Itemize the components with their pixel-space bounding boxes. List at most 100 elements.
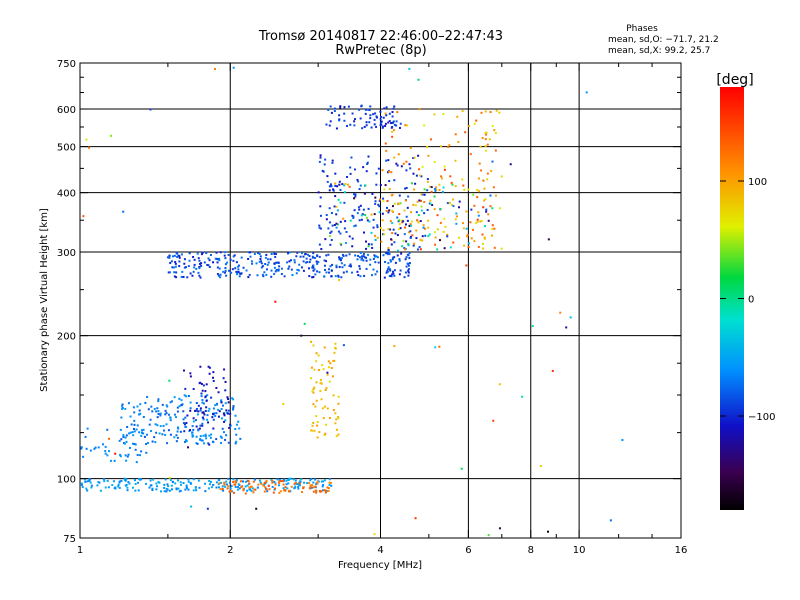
data-point bbox=[412, 244, 415, 247]
data-point bbox=[417, 78, 420, 81]
data-point bbox=[482, 242, 485, 245]
y-tick-label: 100 bbox=[57, 475, 76, 486]
data-point bbox=[378, 211, 381, 214]
data-point bbox=[88, 146, 91, 149]
data-point bbox=[171, 255, 174, 258]
data-point bbox=[294, 485, 297, 488]
data-point bbox=[302, 260, 305, 263]
data-point bbox=[441, 190, 444, 193]
data-point bbox=[404, 187, 407, 190]
data-point bbox=[332, 409, 335, 412]
data-point bbox=[480, 219, 483, 222]
data-point bbox=[325, 218, 328, 221]
data-point bbox=[359, 252, 362, 255]
data-point bbox=[361, 255, 364, 258]
data-point bbox=[353, 118, 356, 121]
data-point bbox=[427, 226, 430, 229]
data-point bbox=[480, 169, 483, 172]
data-point bbox=[228, 269, 231, 272]
data-point bbox=[375, 255, 378, 258]
data-point bbox=[379, 121, 382, 124]
data-point bbox=[443, 217, 446, 220]
data-point bbox=[118, 439, 121, 442]
data-point bbox=[351, 237, 354, 240]
data-point bbox=[208, 479, 211, 482]
data-point bbox=[281, 480, 284, 483]
data-point bbox=[345, 270, 348, 273]
data-point bbox=[266, 490, 269, 493]
data-point bbox=[483, 236, 486, 239]
data-point bbox=[93, 447, 96, 450]
data-point bbox=[264, 263, 267, 266]
data-point bbox=[223, 254, 226, 257]
data-point bbox=[482, 247, 485, 250]
data-point bbox=[307, 253, 310, 256]
data-point bbox=[202, 434, 205, 437]
data-point bbox=[332, 188, 335, 191]
data-point bbox=[438, 183, 441, 186]
data-point bbox=[315, 360, 318, 363]
data-point bbox=[430, 186, 433, 189]
data-point bbox=[338, 183, 341, 186]
data-point bbox=[135, 461, 138, 464]
data-point bbox=[329, 120, 332, 123]
data-point bbox=[194, 409, 197, 412]
data-point bbox=[112, 480, 115, 483]
data-point bbox=[319, 196, 322, 199]
data-point bbox=[90, 486, 93, 489]
data-point bbox=[359, 184, 362, 187]
data-point bbox=[311, 256, 314, 259]
data-point bbox=[353, 120, 356, 123]
data-point bbox=[199, 407, 202, 410]
data-point bbox=[376, 270, 379, 273]
data-point bbox=[325, 387, 328, 390]
data-point bbox=[154, 441, 157, 444]
data-point bbox=[212, 412, 215, 415]
data-point bbox=[273, 253, 276, 256]
data-point bbox=[331, 375, 334, 378]
data-point bbox=[197, 257, 200, 260]
data-point bbox=[476, 188, 479, 191]
data-point bbox=[208, 443, 211, 446]
data-point bbox=[232, 255, 235, 258]
data-point bbox=[451, 204, 454, 207]
data-point bbox=[325, 123, 328, 126]
data-point bbox=[157, 412, 160, 415]
data-point bbox=[174, 482, 177, 485]
data-point bbox=[462, 227, 465, 230]
data-point bbox=[328, 189, 331, 192]
data-point bbox=[125, 478, 128, 481]
data-point bbox=[433, 187, 436, 190]
data-point bbox=[384, 124, 387, 127]
data-point bbox=[104, 452, 107, 455]
data-point bbox=[126, 455, 129, 458]
data-point bbox=[155, 410, 158, 413]
data-point bbox=[159, 412, 162, 415]
data-point bbox=[330, 367, 333, 370]
data-point bbox=[268, 488, 271, 491]
data-point bbox=[122, 434, 125, 437]
data-point bbox=[407, 264, 410, 267]
data-point bbox=[219, 400, 222, 403]
data-point bbox=[151, 410, 154, 413]
data-point bbox=[148, 423, 151, 426]
data-point bbox=[278, 265, 281, 268]
data-point bbox=[195, 407, 198, 410]
data-point bbox=[427, 234, 430, 237]
data-point bbox=[367, 108, 370, 111]
data-point bbox=[176, 410, 179, 413]
data-point bbox=[376, 256, 379, 259]
data-point bbox=[82, 215, 85, 218]
data-point bbox=[332, 189, 335, 192]
data-point bbox=[328, 481, 331, 484]
data-point bbox=[137, 481, 140, 484]
data-point bbox=[444, 225, 447, 228]
data-point bbox=[379, 118, 382, 121]
data-point bbox=[187, 265, 190, 268]
data-point bbox=[404, 124, 407, 127]
data-point bbox=[169, 419, 172, 422]
data-point bbox=[454, 218, 457, 221]
data-point bbox=[185, 395, 188, 398]
data-point bbox=[391, 130, 394, 133]
data-point bbox=[157, 398, 160, 401]
